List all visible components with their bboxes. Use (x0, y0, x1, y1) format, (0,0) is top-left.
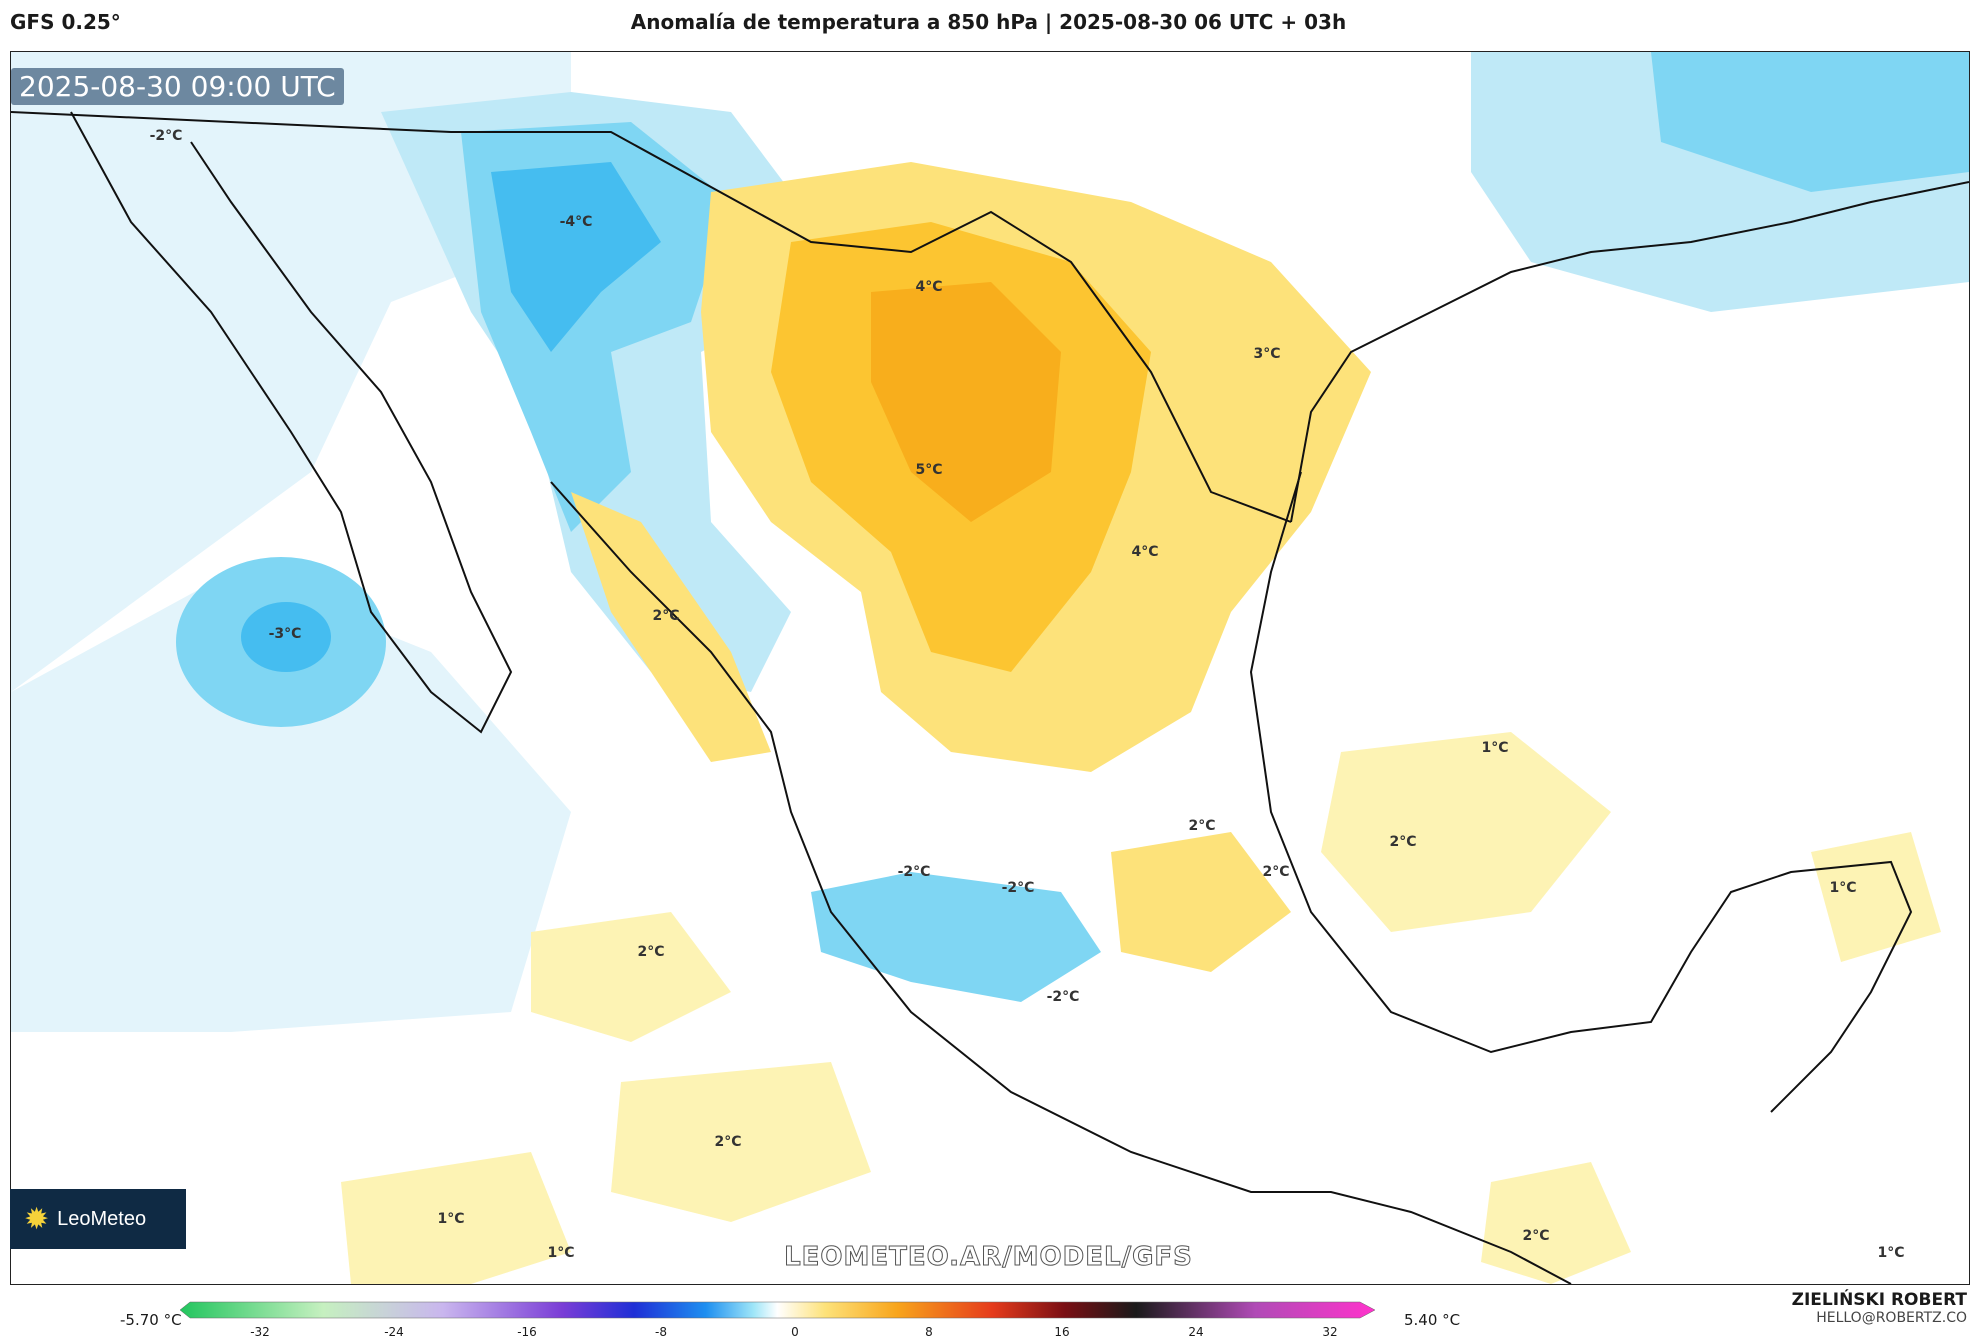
contour-label: 5°C (915, 462, 943, 478)
leometeo-logo: ✹ LeoMeteo (10, 1189, 186, 1249)
colorbar-tick: 32 (1322, 1325, 1338, 1339)
colorbar-tick: 24 (1188, 1325, 1204, 1339)
contour-label: 2°C (1188, 818, 1216, 834)
colorbar-tick: -32 (250, 1325, 270, 1339)
cool-area-central-mexico (811, 872, 1101, 1002)
contour-label: -4°C (559, 214, 593, 230)
cool-area-pacific-south (11, 572, 571, 1032)
contour-label: 1°C (1481, 740, 1509, 756)
contour-label: -2°C (897, 864, 931, 880)
colorbar-tick: 8 (925, 1325, 933, 1339)
warm-area-north-core (871, 282, 1061, 522)
warm-area-pacific-2c (531, 912, 731, 1042)
contour-label: 2°C (1262, 864, 1290, 880)
sun-icon: ✹ (24, 1201, 50, 1237)
watermark-url: LEOMETEO.AR/MODEL/GFS (784, 1242, 1193, 1273)
warm-area-yucatan (1811, 832, 1941, 962)
colorbar-tick: -24 (384, 1325, 404, 1339)
border-us-mexico (11, 111, 1292, 523)
valid-time-badge: 2025-08-30 09:00 UTC (11, 68, 344, 105)
contour-label: 1°C (437, 1211, 465, 1227)
warm-area-se (1481, 1162, 1631, 1284)
colorbar-max-label: 5.40 °C (1404, 1311, 1461, 1329)
contour-label: 2°C (1389, 834, 1417, 850)
contour-label: -2°C (1046, 989, 1080, 1005)
model-name: GFS 0.25° (10, 10, 121, 34)
colorbar-tick: -8 (655, 1325, 667, 1339)
colorbar (180, 1301, 1376, 1319)
warm-area-sw (341, 1152, 571, 1284)
colorbar-tick: 16 (1054, 1325, 1070, 1339)
contour-label: 4°C (915, 279, 943, 295)
temperature-anomaly-map (11, 52, 1969, 1284)
author-name: ZIELIŃSKI ROBERT (1791, 1290, 1967, 1310)
contour-label: -3°C (268, 626, 302, 642)
warm-area-gulf-1c (1321, 732, 1611, 932)
contour-label: 1°C (1877, 1245, 1905, 1261)
cool-area-mexico-north-deep (491, 162, 661, 352)
contour-label: 4°C (1131, 544, 1159, 560)
colorbar-min-label: -5.70 °C (120, 1311, 182, 1329)
map-title: Anomalía de temperatura a 850 hPa | 2025… (630, 10, 1347, 34)
contour-label: 3°C (1253, 346, 1281, 362)
coastline-gulf (1290, 181, 1969, 523)
cool-area-north-east-core (1651, 52, 1969, 192)
author-block: ZIELIŃSKI ROBERT HELLO@ROBERTZ.CO (1792, 1290, 1967, 1326)
warm-area-pacific-south (611, 1062, 871, 1222)
colorbar-tick: 0 (791, 1325, 799, 1339)
contour-label: 2°C (652, 608, 680, 624)
contour-label: 2°C (637, 944, 665, 960)
contour-label: 2°C (1522, 1228, 1550, 1244)
contour-label: 1°C (1829, 880, 1857, 896)
contour-label: -2°C (149, 128, 183, 144)
coastline-mexico (70, 111, 1913, 1284)
contour-label: 1°C (547, 1245, 575, 1261)
logo-text: LeoMeteo (57, 1207, 147, 1230)
contour-label: 2°C (714, 1134, 742, 1150)
warm-area-central (1111, 832, 1291, 972)
map-panel[interactable]: 2025-08-30 09:00 UTC -2°C -4°C 4°C 3°C 5… (10, 51, 1970, 1285)
author-email[interactable]: HELLO@ROBERTZ.CO (1816, 1310, 1967, 1326)
contour-label: -2°C (1001, 880, 1035, 896)
colorbar-tick: -16 (517, 1325, 537, 1339)
